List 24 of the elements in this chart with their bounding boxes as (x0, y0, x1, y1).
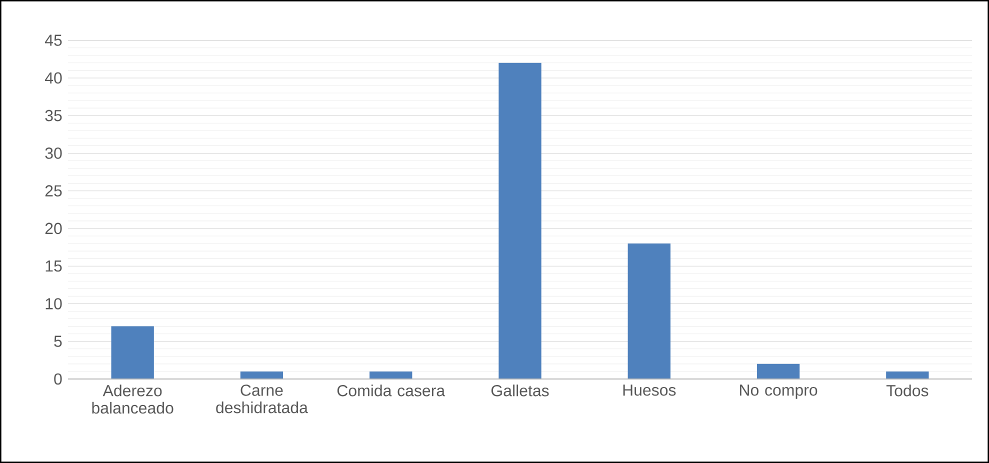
x-tick-label: Carne deshidratada (216, 384, 308, 414)
bar (628, 244, 670, 379)
bar (498, 62, 542, 379)
y-tick-label: 0 (54, 373, 62, 385)
x-tick-label: Aderezo balanceado (92, 384, 174, 414)
x-tick-label: Huesos (623, 384, 676, 396)
y-tick-label: 45 (44, 34, 62, 46)
x-tick-label: Todos (886, 384, 928, 396)
x-tick-label: Galletas (491, 384, 549, 396)
x-tick-label: No compro (740, 384, 818, 399)
y-tick-label: 25 (45, 185, 62, 196)
y-tick-label: 10 (46, 298, 62, 310)
y-tick-label: 5 (54, 336, 62, 347)
bar (886, 371, 929, 379)
y-tick-label: 40 (44, 72, 62, 84)
bar (111, 326, 154, 379)
y-tick-label: 30 (45, 148, 62, 159)
bar (370, 371, 412, 379)
y-tick-label: 35 (45, 110, 62, 122)
bar (240, 371, 284, 379)
y-tick-label: 15 (46, 260, 62, 272)
bar (756, 364, 800, 379)
x-tick-label: Comida casera (337, 384, 446, 396)
y-tick-label: 20 (45, 222, 62, 234)
